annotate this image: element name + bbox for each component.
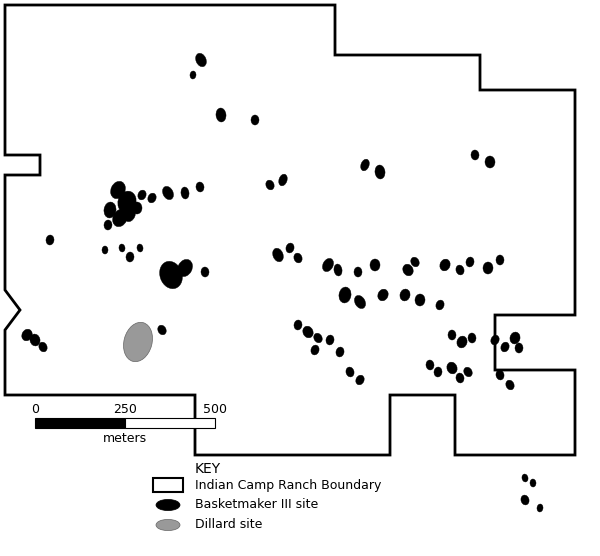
Ellipse shape [374,165,385,178]
Ellipse shape [311,345,319,355]
Ellipse shape [468,333,476,343]
Ellipse shape [323,258,334,272]
Ellipse shape [196,182,204,192]
Ellipse shape [370,259,380,271]
Ellipse shape [496,370,504,380]
Ellipse shape [378,289,388,301]
Bar [125,418,215,428]
Ellipse shape [30,334,40,346]
Ellipse shape [163,186,173,200]
Ellipse shape [137,244,143,252]
Ellipse shape [294,253,302,263]
Ellipse shape [448,330,456,340]
Ellipse shape [22,329,32,341]
Ellipse shape [506,380,514,390]
Ellipse shape [361,159,369,171]
Ellipse shape [181,187,189,199]
Ellipse shape [515,343,523,353]
Ellipse shape [464,367,472,377]
Text: 500: 500 [203,403,227,416]
Ellipse shape [118,191,137,212]
Text: meters: meters [103,432,147,445]
Ellipse shape [294,320,302,330]
Ellipse shape [436,300,444,310]
Ellipse shape [466,257,474,267]
Text: Indian Camp Ranch Boundary: Indian Camp Ranch Boundary [195,479,382,492]
Ellipse shape [190,71,196,79]
Ellipse shape [356,375,364,385]
Ellipse shape [522,474,528,482]
Ellipse shape [178,259,193,277]
Ellipse shape [400,289,410,301]
Ellipse shape [483,262,493,274]
Ellipse shape [501,342,509,352]
Ellipse shape [132,202,142,214]
Ellipse shape [148,193,156,203]
Ellipse shape [279,174,287,186]
Ellipse shape [521,495,529,505]
Ellipse shape [273,248,283,262]
Ellipse shape [201,267,209,277]
Ellipse shape [138,190,146,200]
Ellipse shape [104,220,112,230]
Ellipse shape [456,265,464,275]
Ellipse shape [266,180,274,190]
Ellipse shape [110,181,125,198]
Ellipse shape [537,504,543,512]
Ellipse shape [119,244,125,252]
Ellipse shape [447,362,457,374]
Text: Basketmaker III site: Basketmaker III site [195,499,318,512]
Ellipse shape [156,519,180,530]
Ellipse shape [104,202,116,218]
Ellipse shape [457,336,467,348]
Ellipse shape [411,257,419,267]
Text: 250: 250 [113,403,137,416]
Ellipse shape [440,259,450,271]
Ellipse shape [326,335,334,345]
Ellipse shape [251,115,259,125]
Ellipse shape [113,209,127,227]
Ellipse shape [426,360,434,370]
Ellipse shape [160,261,182,289]
Ellipse shape [491,335,499,345]
Ellipse shape [303,326,313,338]
Text: KEY: KEY [195,462,221,476]
Ellipse shape [510,332,520,344]
Ellipse shape [434,367,442,377]
Ellipse shape [339,287,351,303]
Ellipse shape [124,322,152,361]
Ellipse shape [156,499,180,510]
Ellipse shape [216,108,226,122]
Ellipse shape [355,295,365,309]
Polygon shape [5,5,575,455]
Ellipse shape [286,243,294,253]
Ellipse shape [471,150,479,160]
Ellipse shape [336,347,344,357]
Ellipse shape [46,235,54,245]
Bar [153,478,183,492]
Ellipse shape [314,333,322,342]
Ellipse shape [456,373,464,383]
Ellipse shape [102,246,108,254]
Ellipse shape [403,264,413,276]
Ellipse shape [158,325,166,335]
Ellipse shape [346,367,354,377]
Text: Dillard site: Dillard site [195,519,262,532]
Bar [35,418,125,428]
Ellipse shape [496,255,504,265]
Ellipse shape [126,252,134,262]
Ellipse shape [196,53,206,67]
Ellipse shape [334,264,342,276]
Ellipse shape [124,208,136,222]
Ellipse shape [39,342,47,352]
Ellipse shape [530,479,536,487]
Ellipse shape [415,294,425,306]
Ellipse shape [485,156,495,168]
Text: 0: 0 [31,403,39,416]
Ellipse shape [354,267,362,277]
